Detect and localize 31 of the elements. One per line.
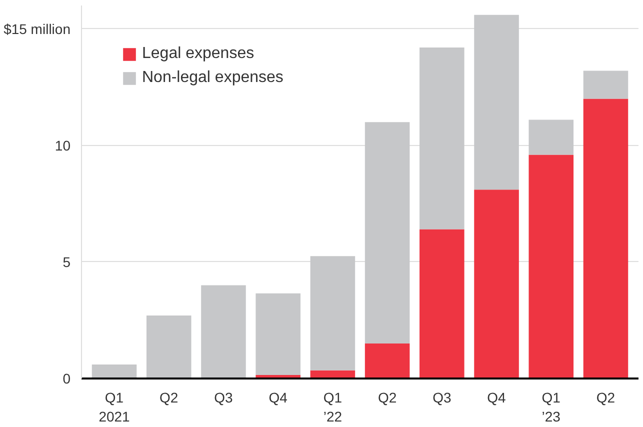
bar <box>583 70 628 99</box>
y-tick-label: 0 <box>62 370 71 386</box>
y-tick-label: $15 million <box>4 20 71 37</box>
x-tick-label: Q3 <box>432 390 452 406</box>
bar <box>256 293 300 376</box>
bar <box>92 364 137 378</box>
bar <box>420 229 464 378</box>
bar <box>420 47 464 230</box>
x-tick-label: Q2 <box>596 390 616 406</box>
y-tick-label: 5 <box>62 254 71 270</box>
y-tick-label: 10 <box>54 137 71 154</box>
x-tick-label: Q1 ’23 <box>542 390 561 425</box>
x-tick-label: Q1 ’22 <box>323 390 342 425</box>
bar <box>474 190 519 378</box>
bar <box>528 154 574 378</box>
bar <box>364 344 410 378</box>
x-tick-label: Q4 <box>487 390 506 406</box>
bar <box>146 316 192 378</box>
x-tick-label: Q4 <box>268 390 288 406</box>
bar <box>201 285 246 378</box>
bar <box>583 98 628 378</box>
x-tick-label: Q2 <box>160 390 178 406</box>
bar <box>364 122 410 344</box>
bar <box>310 256 356 370</box>
x-tick-label: Q1 2021 <box>98 390 130 425</box>
bar <box>474 14 519 190</box>
legend-label: Non-legal expenses <box>142 69 284 87</box>
x-tick-label: Q3 <box>214 390 234 406</box>
legend-label: Legal expenses <box>142 45 254 63</box>
bar <box>528 120 574 155</box>
x-tick-label: Q2 <box>378 390 397 406</box>
